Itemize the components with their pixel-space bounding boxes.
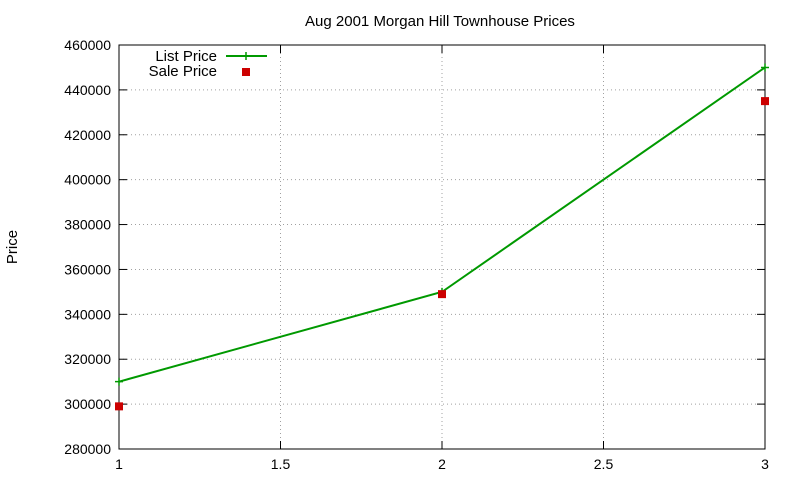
list-price-point bbox=[115, 377, 123, 386]
y-tick-label: 340000 bbox=[64, 306, 111, 322]
sale-price-point bbox=[761, 97, 769, 106]
y-tick-label: 460000 bbox=[64, 37, 111, 53]
y-tick-label: 440000 bbox=[64, 82, 111, 98]
chart-title: Aug 2001 Morgan Hill Townhouse Prices bbox=[305, 13, 575, 30]
y-tick-label: 320000 bbox=[64, 351, 111, 367]
x-tick-label: 1 bbox=[115, 456, 123, 472]
axis-ticks: 280000 300000 320000 340000 360000 380000 4000… bbox=[64, 37, 769, 472]
x-tick-label: 3 bbox=[761, 456, 769, 472]
y-axis-label: Price bbox=[4, 230, 21, 264]
list-price-point bbox=[761, 63, 769, 72]
legend-label-sale-price: Sale Price bbox=[149, 63, 217, 80]
legend-marker-list-price bbox=[242, 52, 250, 60]
x-tick-label: 2 bbox=[438, 456, 446, 472]
y-tick-label: 280000 bbox=[64, 441, 111, 457]
legend-marker-sale-price bbox=[242, 68, 250, 76]
grid bbox=[119, 45, 765, 449]
y-tick-label: 360000 bbox=[64, 261, 111, 277]
series bbox=[115, 63, 769, 411]
sale-price-point bbox=[438, 290, 446, 299]
x-tick-label: 2.5 bbox=[594, 456, 614, 472]
legend-label-list-price: List Price bbox=[155, 48, 217, 65]
x-tick-label: 1.5 bbox=[271, 456, 291, 472]
y-tick-label: 420000 bbox=[64, 127, 111, 143]
sale-price-point bbox=[115, 402, 123, 411]
y-tick-label: 400000 bbox=[64, 172, 111, 188]
y-tick-label: 300000 bbox=[64, 396, 111, 412]
y-tick-label: 380000 bbox=[64, 217, 111, 233]
